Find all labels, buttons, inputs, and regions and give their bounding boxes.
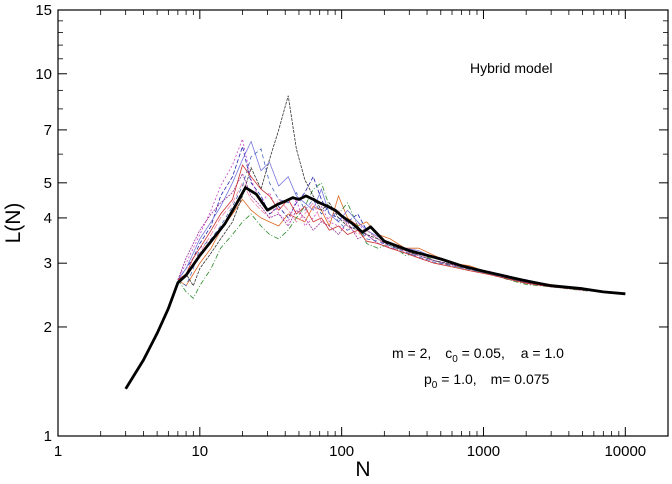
- x-axis-title: N: [355, 458, 370, 481]
- mean-series-line: [124, 186, 626, 390]
- param-a: a = 1.0: [521, 345, 564, 361]
- y-tick-label: 1: [44, 428, 52, 445]
- param-c-sub: 0: [452, 354, 458, 365]
- x-tick-label: 10: [191, 443, 208, 460]
- x-tick-label: 10000: [604, 443, 646, 460]
- x-tick-label: 1000: [467, 443, 500, 460]
- y-tick-label: 15: [35, 2, 52, 19]
- sample-series-line-9: [177, 148, 626, 295]
- x-tick-label: 100: [329, 443, 354, 460]
- sample-series-line-10: [177, 164, 626, 295]
- param-p-val: = 1.0,: [437, 371, 476, 387]
- y-tick-label: 7: [44, 122, 52, 139]
- tick-layer: [57, 9, 669, 437]
- param-m: m = 2,: [392, 345, 431, 361]
- x-tick-label: 1: [54, 443, 62, 460]
- parameter-annotation-line1: m = 2, c0 = 0.05, a = 1.0: [392, 345, 564, 365]
- parameter-annotation-line2: p0 = 1.0, m= 0.075: [424, 371, 550, 391]
- y-tick-label: 2: [44, 319, 52, 336]
- y-tick-label: 3: [44, 255, 52, 272]
- param-c-val: = 0.05,: [458, 345, 505, 361]
- y-tick-label: 5: [44, 175, 52, 192]
- y-tick-label: 10: [35, 66, 52, 83]
- y-tick-label: 4: [44, 210, 52, 227]
- param-p-main: p: [424, 371, 432, 387]
- sample-series-line-1: [177, 145, 626, 295]
- param-p-sub: 0: [432, 380, 438, 391]
- y-axis-title: L(N): [2, 203, 25, 244]
- param-c-main: c: [445, 345, 452, 361]
- mean-layer: [124, 186, 626, 390]
- param-m2: m= 0.075: [491, 371, 550, 387]
- tick-label-layer: 1 10 100 1000 10000 1 2 3 4 5 7 10 15: [35, 2, 646, 460]
- plot-frame: [57, 9, 669, 437]
- model-title-annotation: Hybrid model: [470, 60, 552, 76]
